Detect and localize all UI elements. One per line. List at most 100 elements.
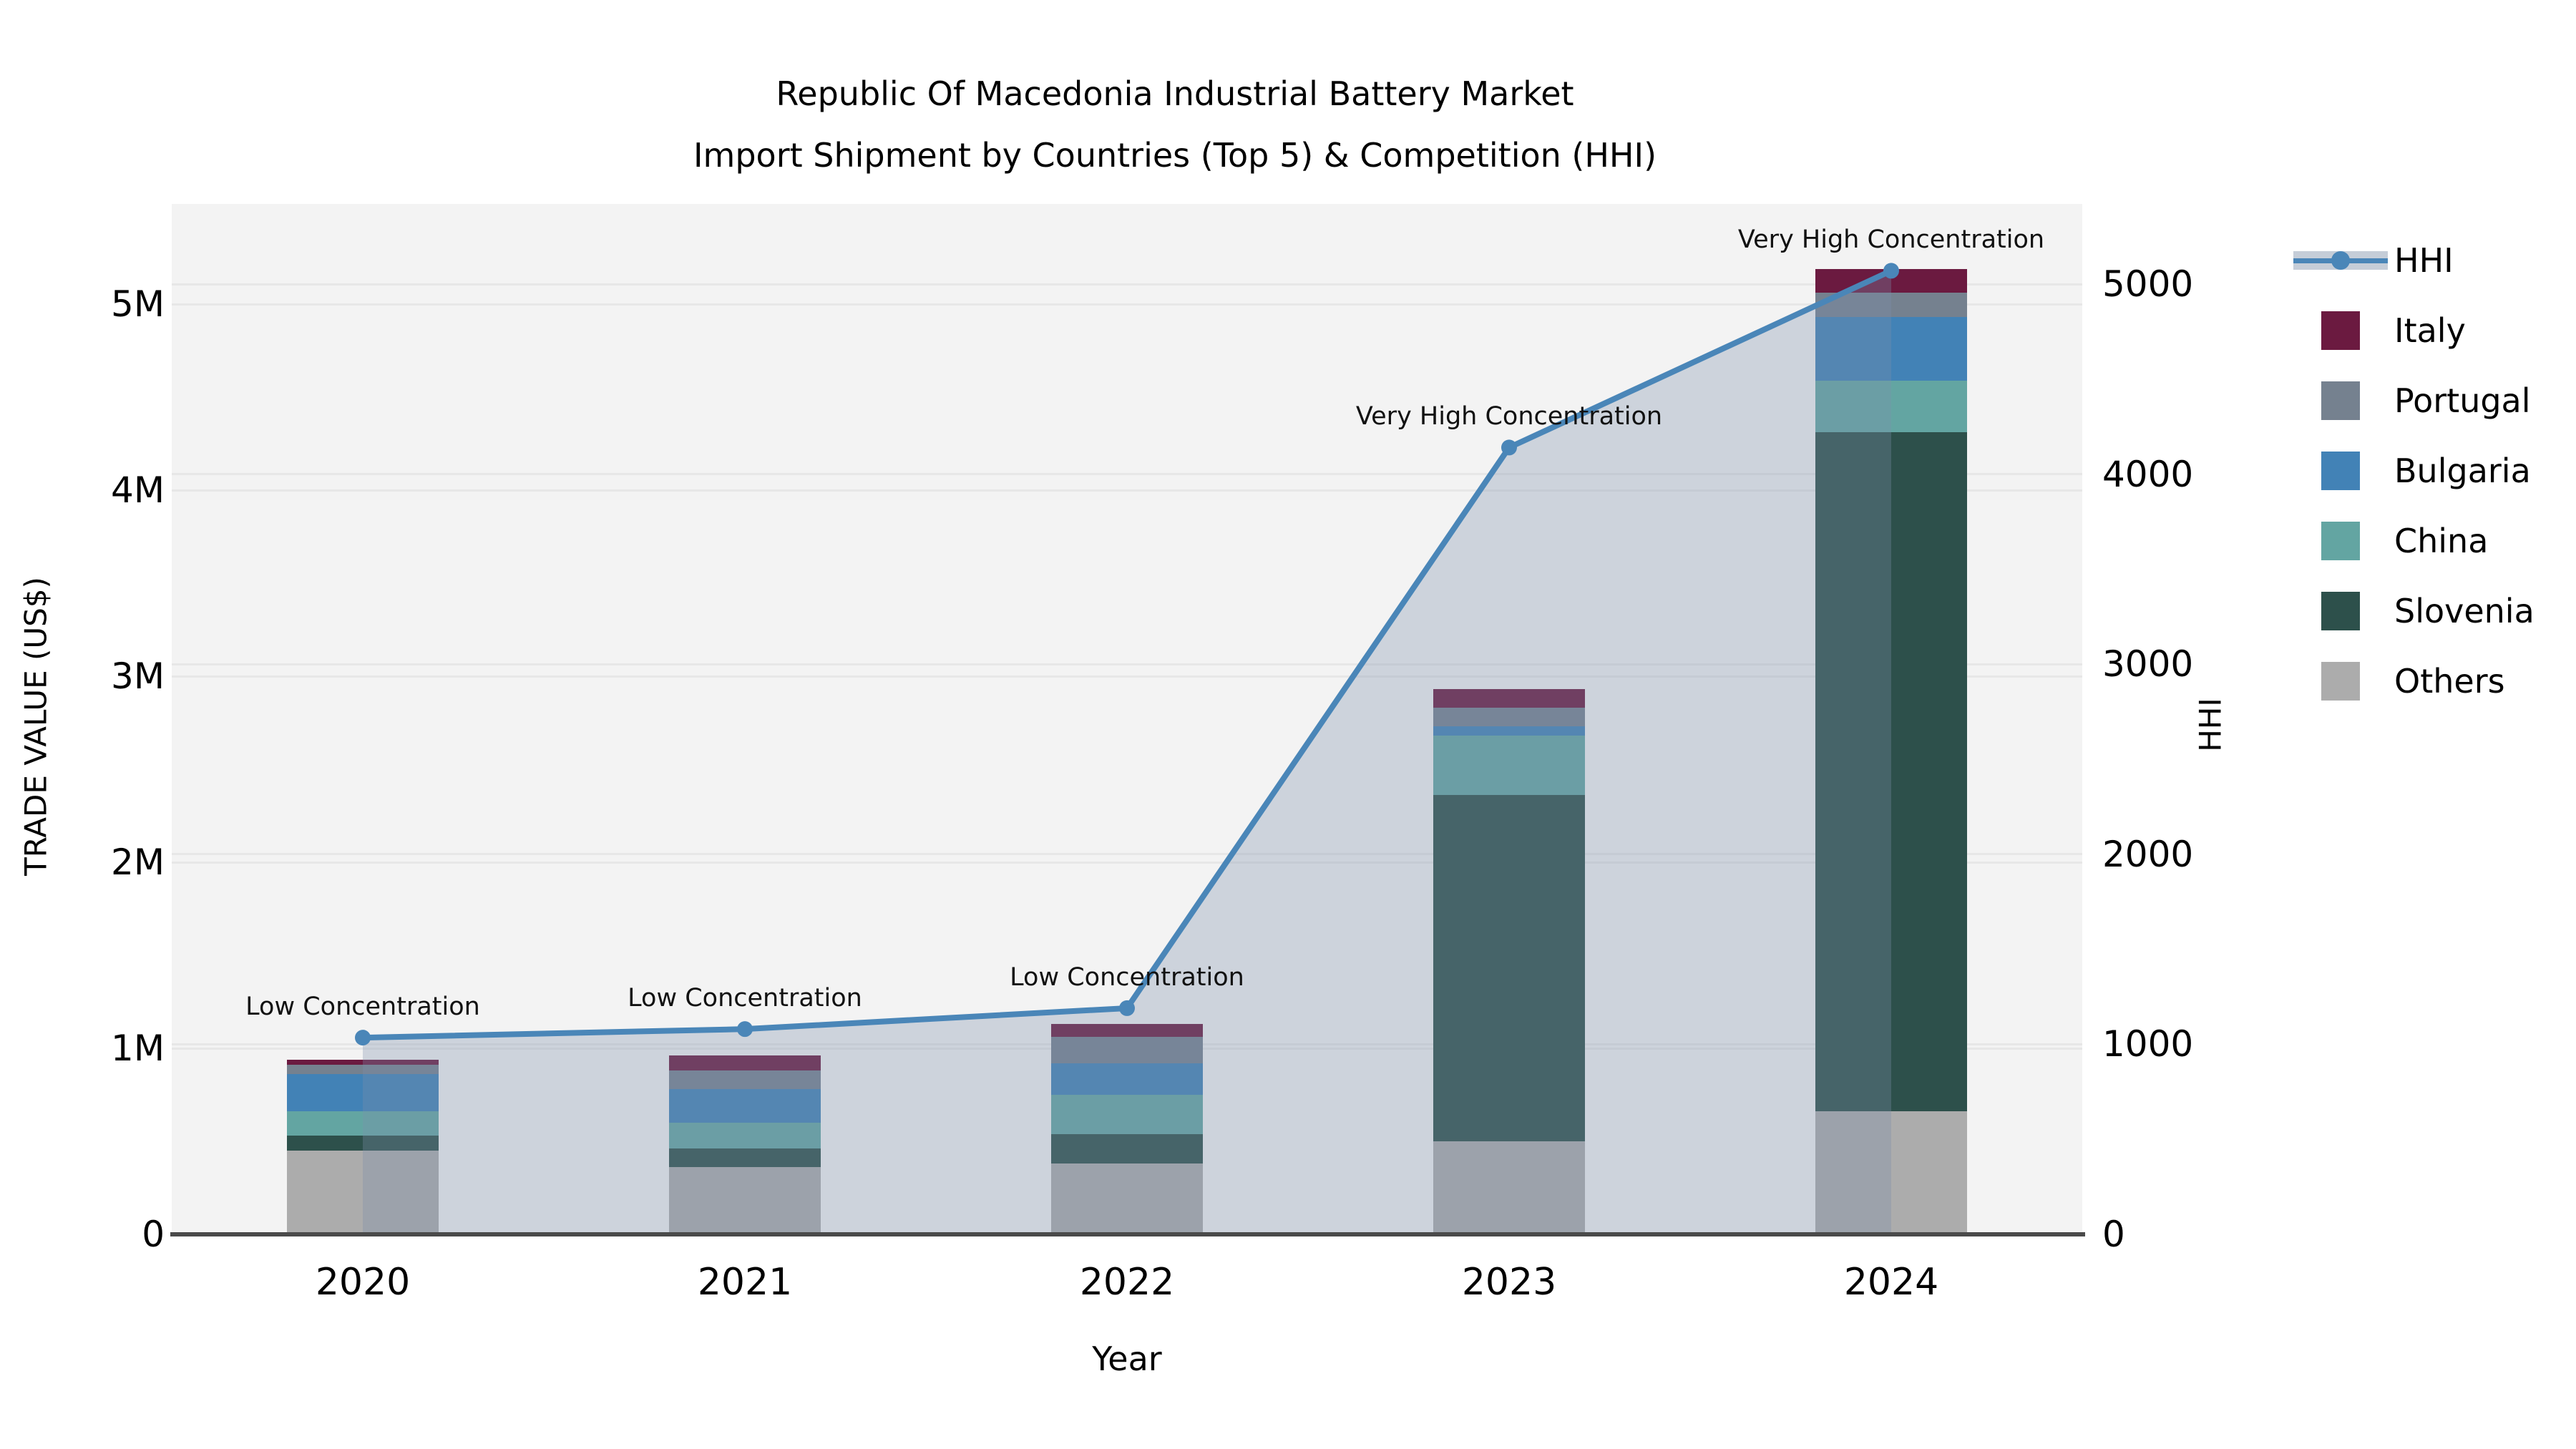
bar-segment-italy-2022[interactable] bbox=[1051, 1024, 1203, 1038]
bar-segment-others-2020[interactable] bbox=[287, 1151, 439, 1234]
legend-swatch-portugal bbox=[2321, 381, 2360, 420]
legend-swatch-bulgaria bbox=[2321, 452, 2360, 490]
legend-label-hhi: HHI bbox=[2394, 241, 2454, 280]
legend-symbol-slovenia bbox=[2287, 592, 2394, 630]
legend-item-slovenia[interactable]: Slovenia bbox=[2287, 576, 2534, 646]
legend-symbol-others bbox=[2287, 662, 2394, 701]
hhi-marker-2022[interactable] bbox=[1119, 1000, 1135, 1016]
legend-swatch-italy bbox=[2321, 311, 2360, 350]
y-left-tick-2M: 2M bbox=[111, 841, 165, 883]
y-axis-title-left: TRADE VALUE (US$) bbox=[18, 577, 54, 876]
bar-segment-italy-2021[interactable] bbox=[669, 1055, 821, 1071]
legend-label-portugal: Portugal bbox=[2394, 381, 2531, 420]
legend-symbol-bulgaria bbox=[2287, 452, 2394, 490]
y-right-tick-2000: 2000 bbox=[2102, 833, 2194, 875]
legend-item-others[interactable]: Others bbox=[2287, 646, 2534, 716]
bar-segment-italy-2020[interactable] bbox=[287, 1059, 439, 1065]
bar-segment-china-2022[interactable] bbox=[1051, 1095, 1203, 1134]
legend-item-hhi[interactable]: HHI bbox=[2287, 225, 2534, 296]
gridline-right-axis bbox=[172, 473, 2082, 476]
bar-segment-others-2023[interactable] bbox=[1433, 1141, 1585, 1234]
bar-segment-bulgaria-2021[interactable] bbox=[669, 1089, 821, 1123]
gridline-left-axis bbox=[172, 675, 2082, 678]
bar-segment-slovenia-2022[interactable] bbox=[1051, 1133, 1203, 1164]
annotation-2020: Low Concentration bbox=[245, 992, 480, 1022]
x-tick-2023: 2023 bbox=[1461, 1261, 1557, 1304]
y-right-tick-5000: 5000 bbox=[2102, 263, 2194, 305]
annotation-2024: Very High Concentration bbox=[1737, 225, 2045, 255]
hhi-marker-2021[interactable] bbox=[737, 1021, 753, 1038]
y-left-tick-1M: 1M bbox=[111, 1028, 165, 1069]
legend-symbol-hhi bbox=[2287, 240, 2394, 280]
bar-segment-italy-2023[interactable] bbox=[1433, 689, 1585, 708]
chart-title-line-2: Import Shipment by Countries (Top 5) & C… bbox=[693, 136, 1657, 175]
bar-segment-portugal-2024[interactable] bbox=[1815, 293, 1967, 318]
legend-swatch-china bbox=[2321, 522, 2360, 560]
x-tick-2022: 2022 bbox=[1079, 1261, 1175, 1304]
bar-segment-slovenia-2024[interactable] bbox=[1815, 432, 1967, 1112]
legend: HHI Italy Portugal Bulgaria China Slovenia Oth… bbox=[2287, 225, 2534, 716]
legend-symbol-portugal bbox=[2287, 381, 2394, 420]
hhi-marker-2023[interactable] bbox=[1501, 439, 1517, 456]
hhi-line-legend-icon bbox=[2293, 240, 2388, 280]
y-left-tick-0: 0 bbox=[142, 1214, 165, 1255]
hhi-marker-2020[interactable] bbox=[355, 1030, 371, 1046]
hhi-marker-2024[interactable] bbox=[1883, 263, 1899, 279]
bar-segment-slovenia-2021[interactable] bbox=[669, 1148, 821, 1168]
gridline-left-axis bbox=[172, 489, 2082, 492]
legend-label-slovenia: Slovenia bbox=[2394, 592, 2534, 630]
legend-item-bulgaria[interactable]: Bulgaria bbox=[2287, 436, 2534, 506]
bar-segment-portugal-2020[interactable] bbox=[287, 1065, 439, 1075]
bar-segment-china-2023[interactable] bbox=[1433, 736, 1585, 796]
bar-segment-others-2022[interactable] bbox=[1051, 1163, 1203, 1234]
bar-segment-others-2021[interactable] bbox=[669, 1167, 821, 1234]
bar-segment-others-2024[interactable] bbox=[1815, 1111, 1967, 1234]
bar-segment-china-2024[interactable] bbox=[1815, 380, 1967, 433]
bar-segment-china-2021[interactable] bbox=[669, 1123, 821, 1149]
bar-segment-portugal-2023[interactable] bbox=[1433, 708, 1585, 727]
chart-title: Republic Of Macedonia Industrial Battery… bbox=[173, 63, 2177, 186]
x-tick-2020: 2020 bbox=[315, 1261, 411, 1304]
legend-swatch-slovenia bbox=[2321, 592, 2360, 630]
legend-symbol-china bbox=[2287, 522, 2394, 560]
gridline-left-axis bbox=[172, 861, 2082, 864]
legend-item-china[interactable]: China bbox=[2287, 506, 2534, 576]
legend-item-italy[interactable]: Italy bbox=[2287, 296, 2534, 366]
annotation-2023: Very High Concentration bbox=[1355, 402, 1663, 431]
y-right-tick-4000: 4000 bbox=[2102, 453, 2194, 495]
bar-segment-slovenia-2023[interactable] bbox=[1433, 795, 1585, 1141]
bar-segment-bulgaria-2020[interactable] bbox=[287, 1074, 439, 1112]
bar-segment-slovenia-2020[interactable] bbox=[287, 1136, 439, 1151]
bar-segment-bulgaria-2022[interactable] bbox=[1051, 1063, 1203, 1095]
hhi-line-legend-marker bbox=[2331, 251, 2350, 270]
gridline-right-axis bbox=[172, 663, 2082, 665]
annotation-2022: Low Concentration bbox=[1010, 962, 1244, 992]
legend-swatch-others bbox=[2321, 662, 2360, 701]
y-left-tick-3M: 3M bbox=[111, 655, 165, 697]
gridline-left-axis bbox=[172, 303, 2082, 306]
bar-segment-bulgaria-2023[interactable] bbox=[1433, 726, 1585, 736]
x-tick-2021: 2021 bbox=[697, 1261, 793, 1304]
bar-segment-portugal-2021[interactable] bbox=[669, 1070, 821, 1090]
y-left-tick-4M: 4M bbox=[111, 469, 165, 511]
gridline-right-axis bbox=[172, 283, 2082, 286]
y-axis-title-right: HHI bbox=[2192, 698, 2228, 752]
legend-label-others: Others bbox=[2394, 662, 2505, 701]
y-right-tick-1000: 1000 bbox=[2102, 1023, 2194, 1065]
legend-label-bulgaria: Bulgaria bbox=[2394, 452, 2531, 490]
x-axis-title: Year bbox=[1092, 1340, 1162, 1378]
y-right-tick-0: 0 bbox=[2102, 1214, 2125, 1255]
bar-segment-china-2020[interactable] bbox=[287, 1111, 439, 1136]
bar-segment-portugal-2022[interactable] bbox=[1051, 1037, 1203, 1063]
x-axis-line bbox=[170, 1232, 2085, 1236]
legend-label-china: China bbox=[2394, 522, 2489, 560]
y-right-tick-3000: 3000 bbox=[2102, 643, 2194, 686]
legend-symbol-italy bbox=[2287, 311, 2394, 350]
bar-segment-bulgaria-2024[interactable] bbox=[1815, 317, 1967, 381]
legend-label-italy: Italy bbox=[2394, 311, 2466, 350]
x-tick-2024: 2024 bbox=[1843, 1261, 1939, 1304]
annotation-2021: Low Concentration bbox=[628, 984, 862, 1013]
chart-title-line-1: Republic Of Macedonia Industrial Battery… bbox=[776, 74, 1574, 113]
legend-item-portugal[interactable]: Portugal bbox=[2287, 366, 2534, 436]
